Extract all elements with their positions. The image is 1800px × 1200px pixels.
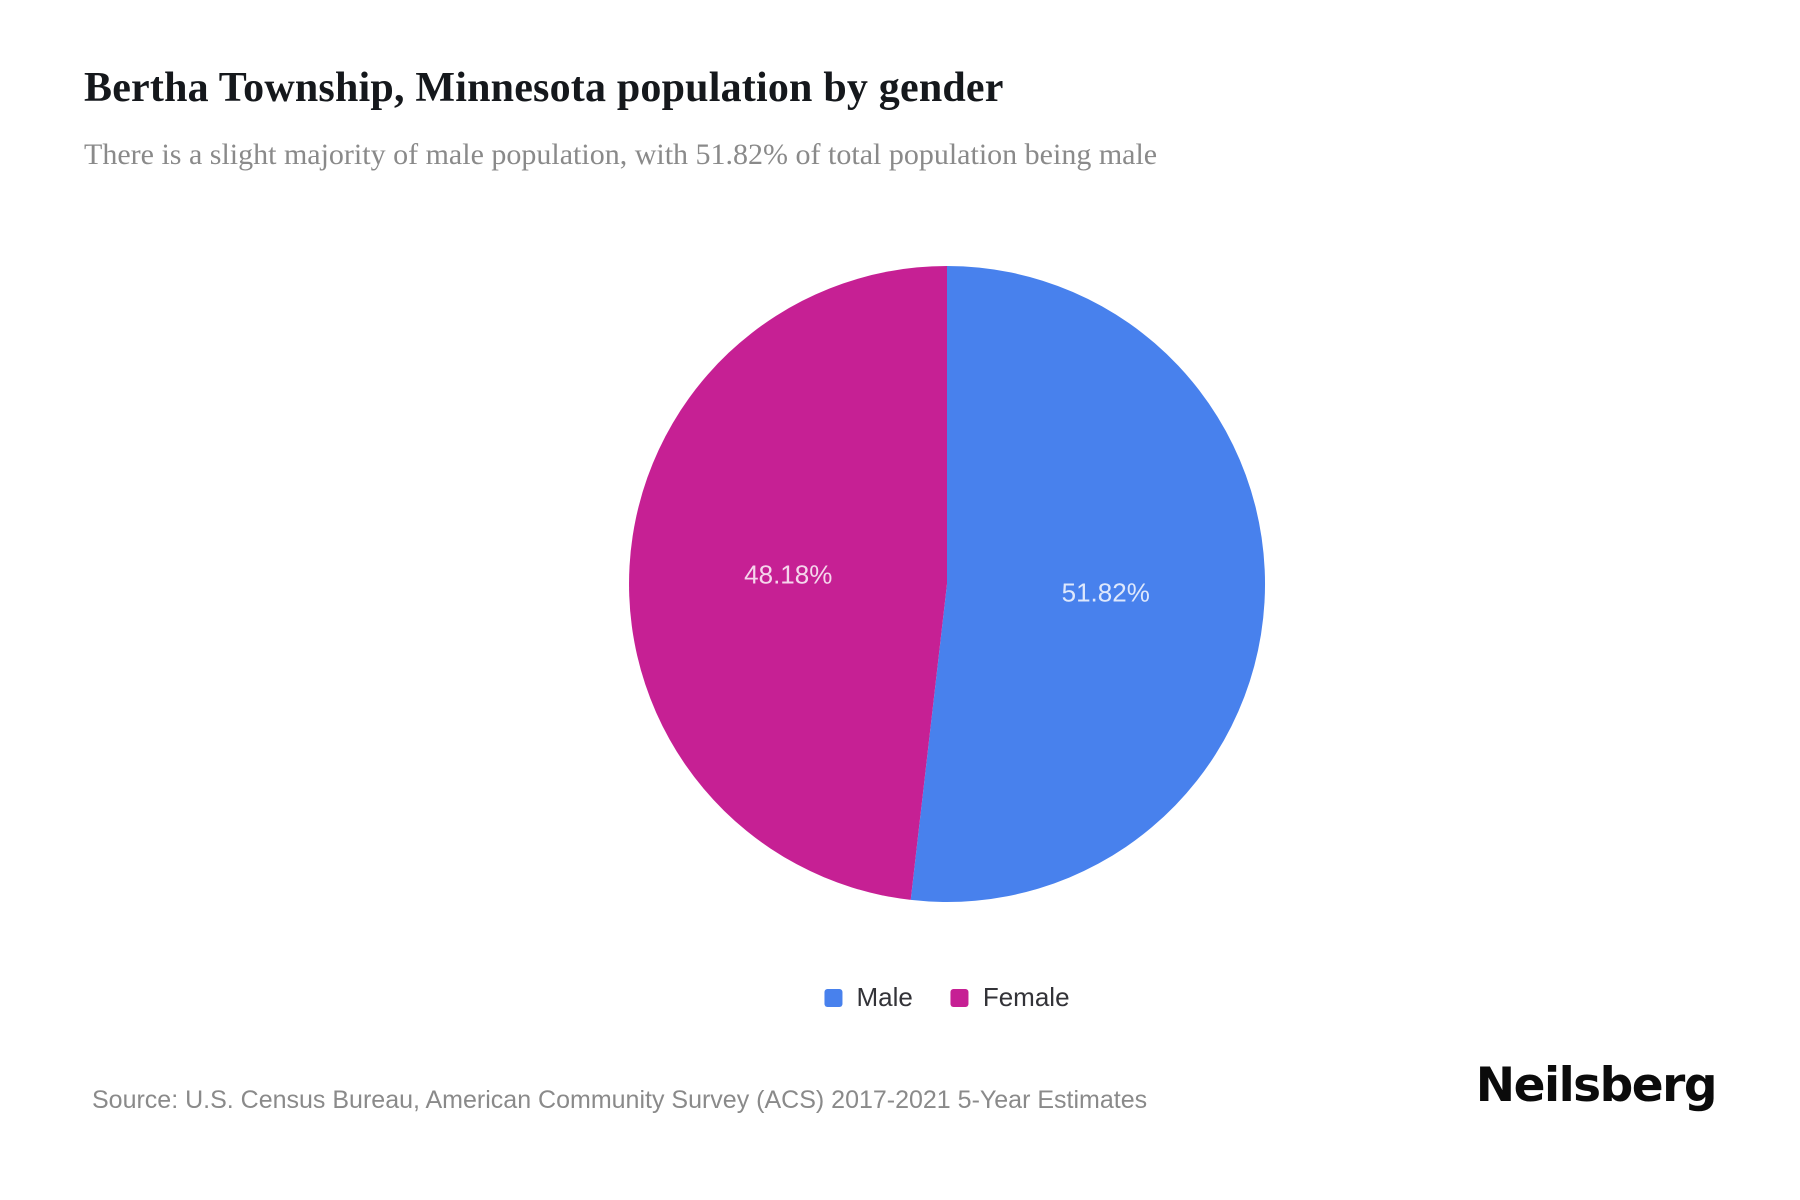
legend-swatch-male-icon xyxy=(824,988,843,1007)
legend-label-male: Male xyxy=(856,982,913,1012)
legend-item-female[interactable]: Female xyxy=(950,982,1070,1013)
source-attribution: Source: U.S. Census Bureau, American Com… xyxy=(92,1086,1148,1114)
pie-slice-female[interactable] xyxy=(629,266,947,900)
legend-label-female: Female xyxy=(982,982,1070,1012)
chart-subtitle: There is a slight majority of male popul… xyxy=(84,138,1158,171)
chart-legend: Male Female xyxy=(824,982,1070,1013)
legend-item-male[interactable]: Male xyxy=(824,982,913,1013)
pie-chart-svg xyxy=(629,266,1266,903)
legend-swatch-female-icon xyxy=(950,988,969,1007)
brand-logo: Neilsberg xyxy=(1475,1058,1718,1113)
pie-slice-male[interactable] xyxy=(910,266,1266,903)
chart-title: Bertha Township, Minnesota population by… xyxy=(84,65,1004,111)
